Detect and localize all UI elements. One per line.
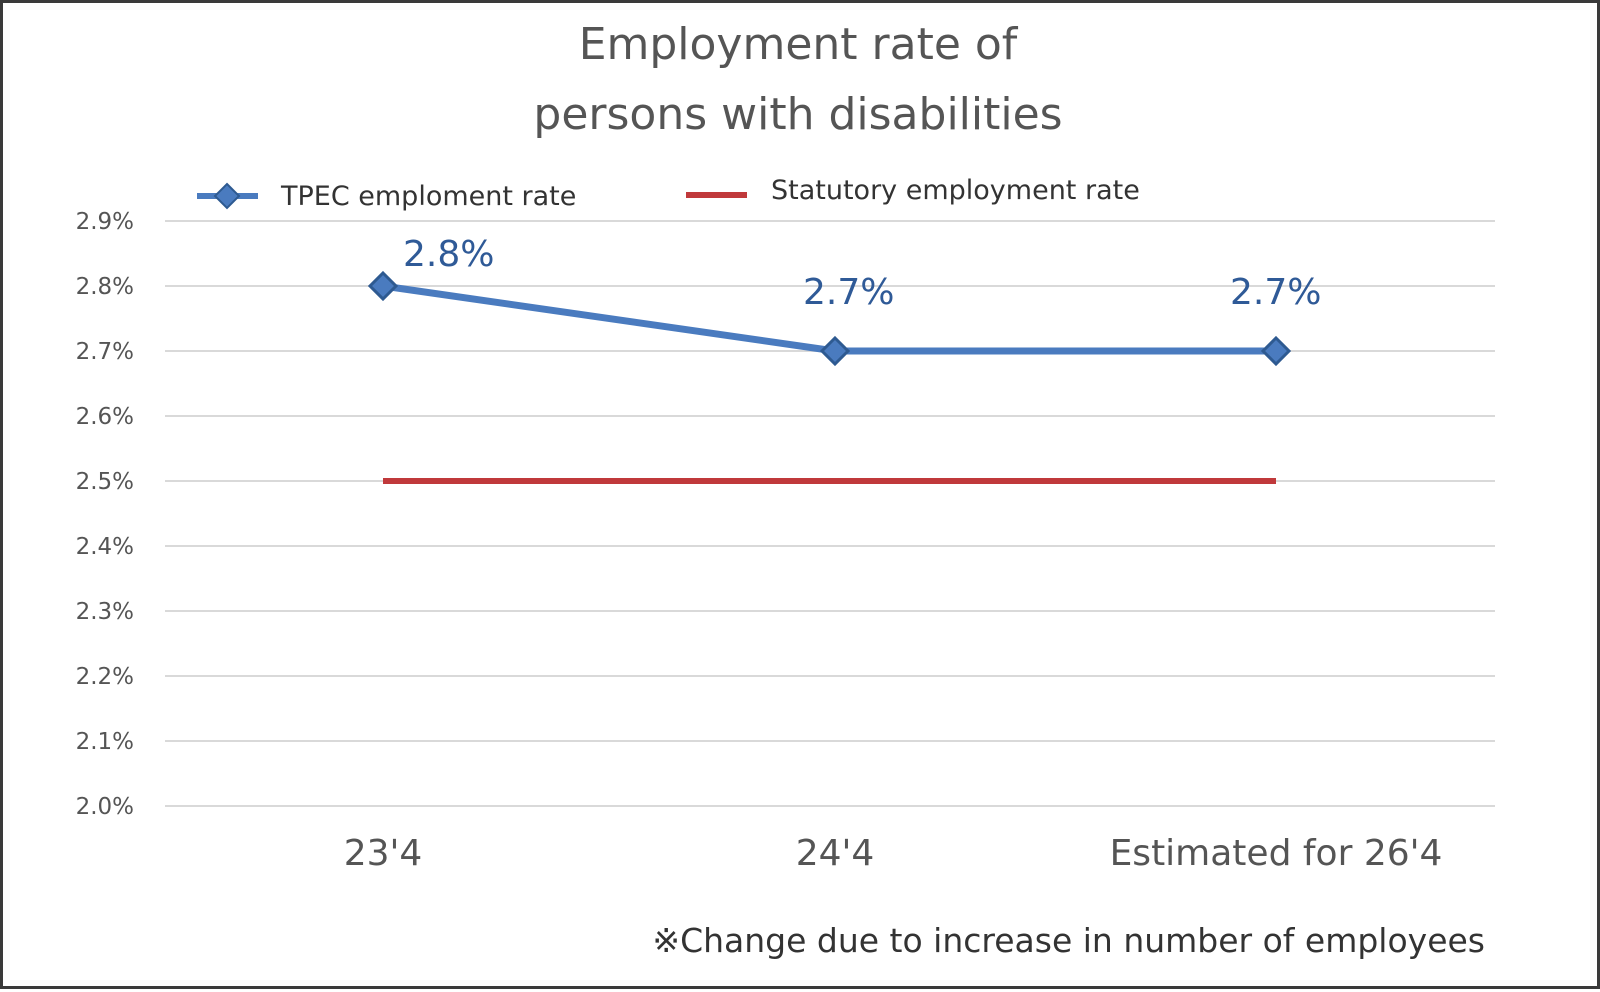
y-tick-label: 2.4% (76, 534, 134, 560)
x-tick-label: 23'4 (344, 833, 423, 874)
legend-item-tpec: TPEC emploment rate (197, 181, 576, 212)
legend-item-statutory: Statutory employment rate (686, 175, 1140, 206)
x-axis-ticks: 23'4 24'4 Estimated for 26'4 (344, 833, 1443, 874)
tpec-data-label: 2.7% (803, 272, 894, 313)
tpec-data-label: 2.7% (1230, 272, 1321, 313)
tpec-data-point (1260, 335, 1292, 367)
x-tick-label: Estimated for 26'4 (1110, 833, 1443, 874)
y-tick-label: 2.3% (76, 599, 134, 625)
tpec-data-point (819, 335, 851, 367)
legend: TPEC emploment rate Statutory employment… (197, 175, 1140, 212)
chart-title-line-1: Employment rate of (579, 19, 1019, 70)
data-labels: 2.8% 2.7% 2.7% (403, 234, 1321, 313)
y-tick-label: 2.0% (76, 794, 134, 820)
series-layer (367, 270, 1292, 484)
y-tick-label: 2.9% (76, 209, 134, 235)
footnote: ※Change due to increase in number of emp… (652, 921, 1485, 960)
legend-label-statutory: Statutory employment rate (771, 175, 1140, 206)
legend-diamond-marker-icon (213, 182, 241, 210)
tpec-data-point (367, 270, 399, 302)
y-tick-label: 2.5% (76, 469, 134, 495)
y-tick-label: 2.7% (76, 339, 134, 365)
y-tick-label: 2.6% (76, 404, 134, 430)
legend-label-tpec: TPEC emploment rate (280, 181, 576, 212)
chart-title: Employment rate of persons with disabili… (533, 19, 1062, 140)
y-axis-ticks: 2.0% 2.1% 2.2% 2.3% 2.4% 2.5% 2.6% 2.7% 2.8% 2.9% (76, 209, 134, 820)
tpec-data-label: 2.8% (403, 234, 494, 275)
chart-title-line-2: persons with disabilities (533, 89, 1062, 140)
y-tick-label: 2.8% (76, 274, 134, 300)
y-tick-label: 2.1% (76, 729, 134, 755)
employment-rate-chart: Employment rate of persons with disabili… (76, 19, 1495, 960)
x-tick-label: 24'4 (796, 833, 875, 874)
y-tick-label: 2.2% (76, 664, 134, 690)
